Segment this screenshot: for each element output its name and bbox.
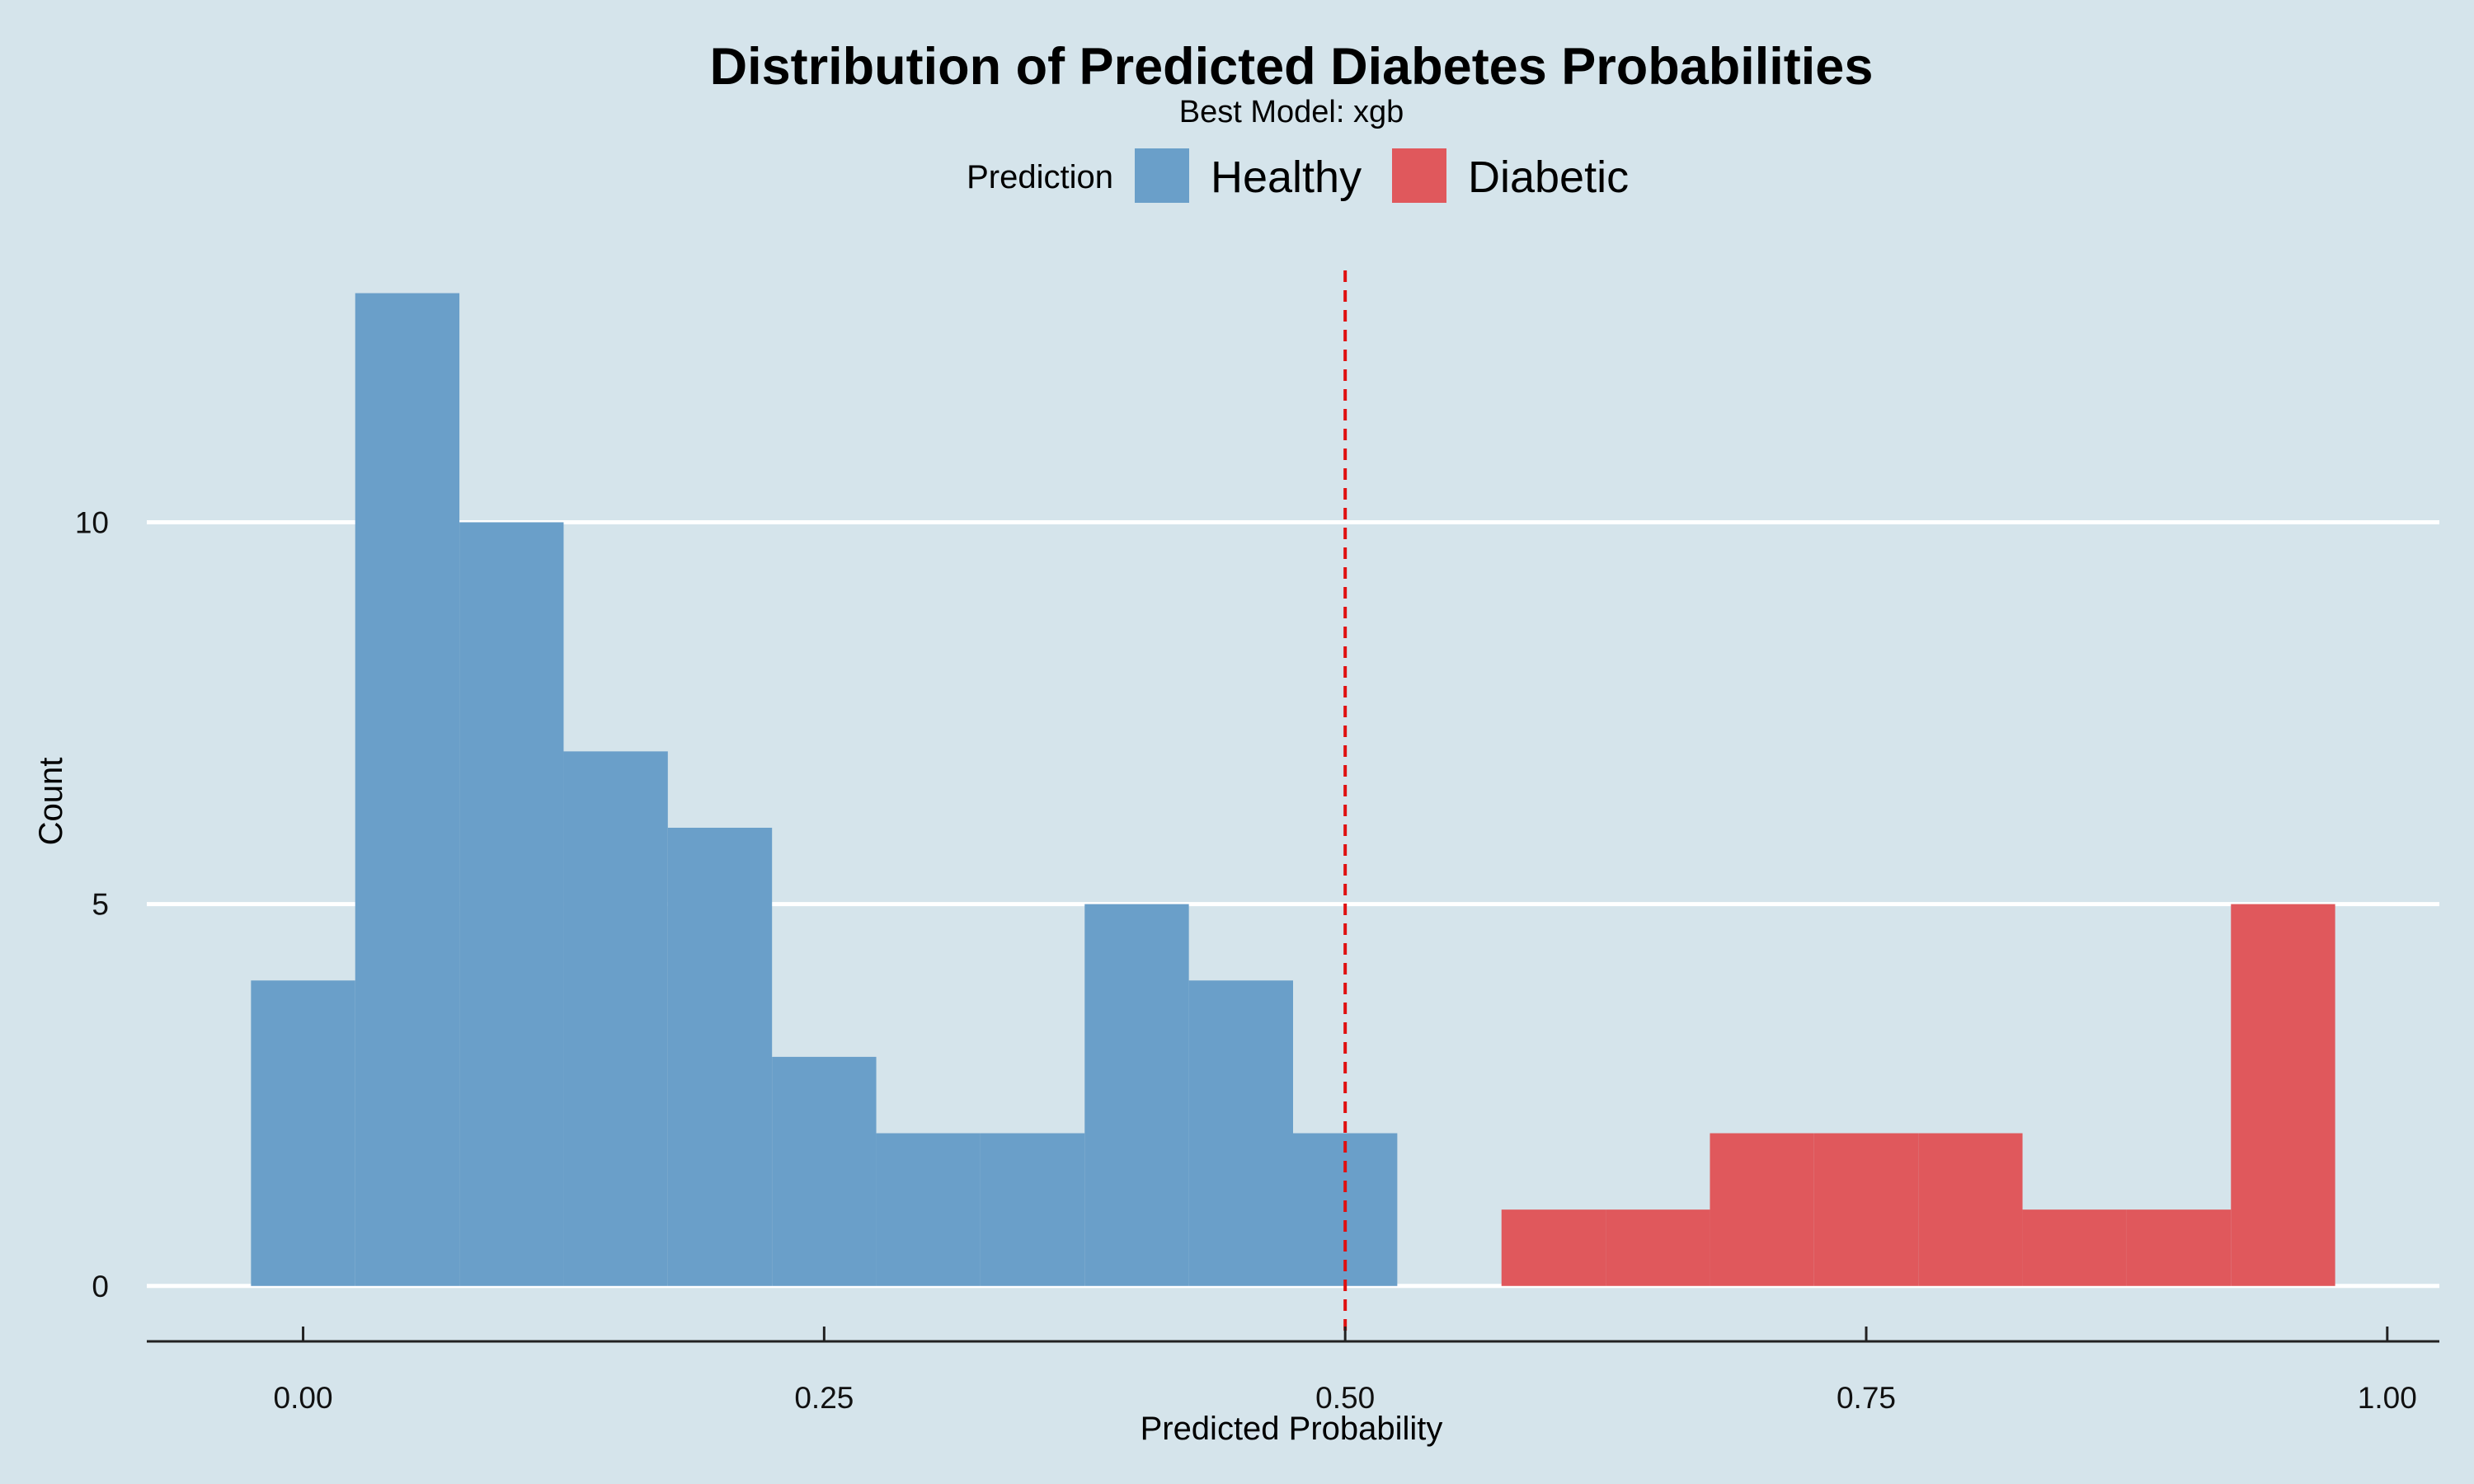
bar-healthy [251, 980, 355, 1286]
chart-subtitle: Best Model: xgb [1179, 95, 1404, 129]
legend-swatch-healthy [1135, 148, 1189, 203]
bar-healthy [1188, 980, 1293, 1286]
x-axis-label: Predicted Probability [1141, 1411, 1443, 1447]
legend: Prediction Healthy Diabetic [967, 148, 1629, 203]
chart-title: Distribution of Predicted Diabetes Proba… [710, 38, 1874, 96]
bar-healthy [876, 1133, 981, 1286]
y-axis-label: Count [33, 758, 69, 846]
bar-healthy [980, 1133, 1085, 1286]
legend-swatch-diabetic [1392, 148, 1446, 203]
bar-diabetic [2126, 1209, 2232, 1286]
bar-diabetic [1501, 1209, 1606, 1286]
legend-title: Prediction [967, 159, 1113, 195]
bar-diabetic [1918, 1133, 2023, 1286]
bar-diabetic [1813, 1133, 1919, 1286]
bar-diabetic [2022, 1209, 2127, 1286]
bar-diabetic [1606, 1209, 1710, 1286]
legend-label-diabetic: Diabetic [1468, 153, 1629, 202]
x-tick-label: 0.75 [1837, 1381, 1896, 1415]
bar-healthy [563, 751, 668, 1286]
y-tick-label: 0 [92, 1270, 109, 1303]
y-tick-label: 5 [92, 888, 109, 922]
x-tick-label: 0.00 [274, 1381, 333, 1415]
bar-healthy [772, 1056, 877, 1286]
histogram-bars [251, 293, 2335, 1286]
x-tick-label: 0.50 [1315, 1381, 1375, 1415]
axes: 0.00 0.25 0.50 0.75 1.00 0 5 10 [75, 505, 2439, 1415]
bar-healthy [667, 828, 773, 1286]
bar-diabetic [1710, 1133, 1814, 1286]
bar-healthy [355, 293, 460, 1286]
bar-diabetic [2231, 904, 2335, 1286]
legend-label-healthy: Healthy [1211, 153, 1362, 202]
bar-healthy [459, 522, 564, 1286]
x-tick-label: 1.00 [2358, 1381, 2417, 1415]
bar-healthy [1084, 904, 1189, 1286]
x-tick-label: 0.25 [794, 1381, 854, 1415]
y-tick-label: 10 [75, 505, 109, 539]
